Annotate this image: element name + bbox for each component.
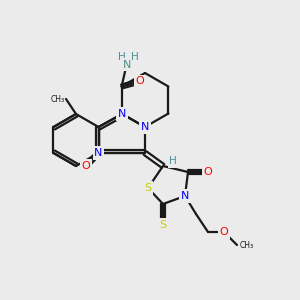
Text: O: O <box>82 161 90 171</box>
Text: S: S <box>144 183 152 193</box>
Text: CH₃: CH₃ <box>51 94 65 103</box>
Text: S: S <box>159 220 167 230</box>
Text: O: O <box>204 167 212 177</box>
Text: O: O <box>220 227 228 237</box>
Text: N: N <box>94 148 103 158</box>
Text: H: H <box>118 52 125 61</box>
Text: N: N <box>118 109 126 119</box>
Text: O: O <box>135 76 144 86</box>
Text: H: H <box>131 52 139 61</box>
Text: N: N <box>122 59 131 70</box>
Text: CH₃: CH₃ <box>240 241 254 250</box>
Text: N: N <box>141 122 149 132</box>
Text: H: H <box>169 156 177 166</box>
Text: N: N <box>181 191 189 201</box>
